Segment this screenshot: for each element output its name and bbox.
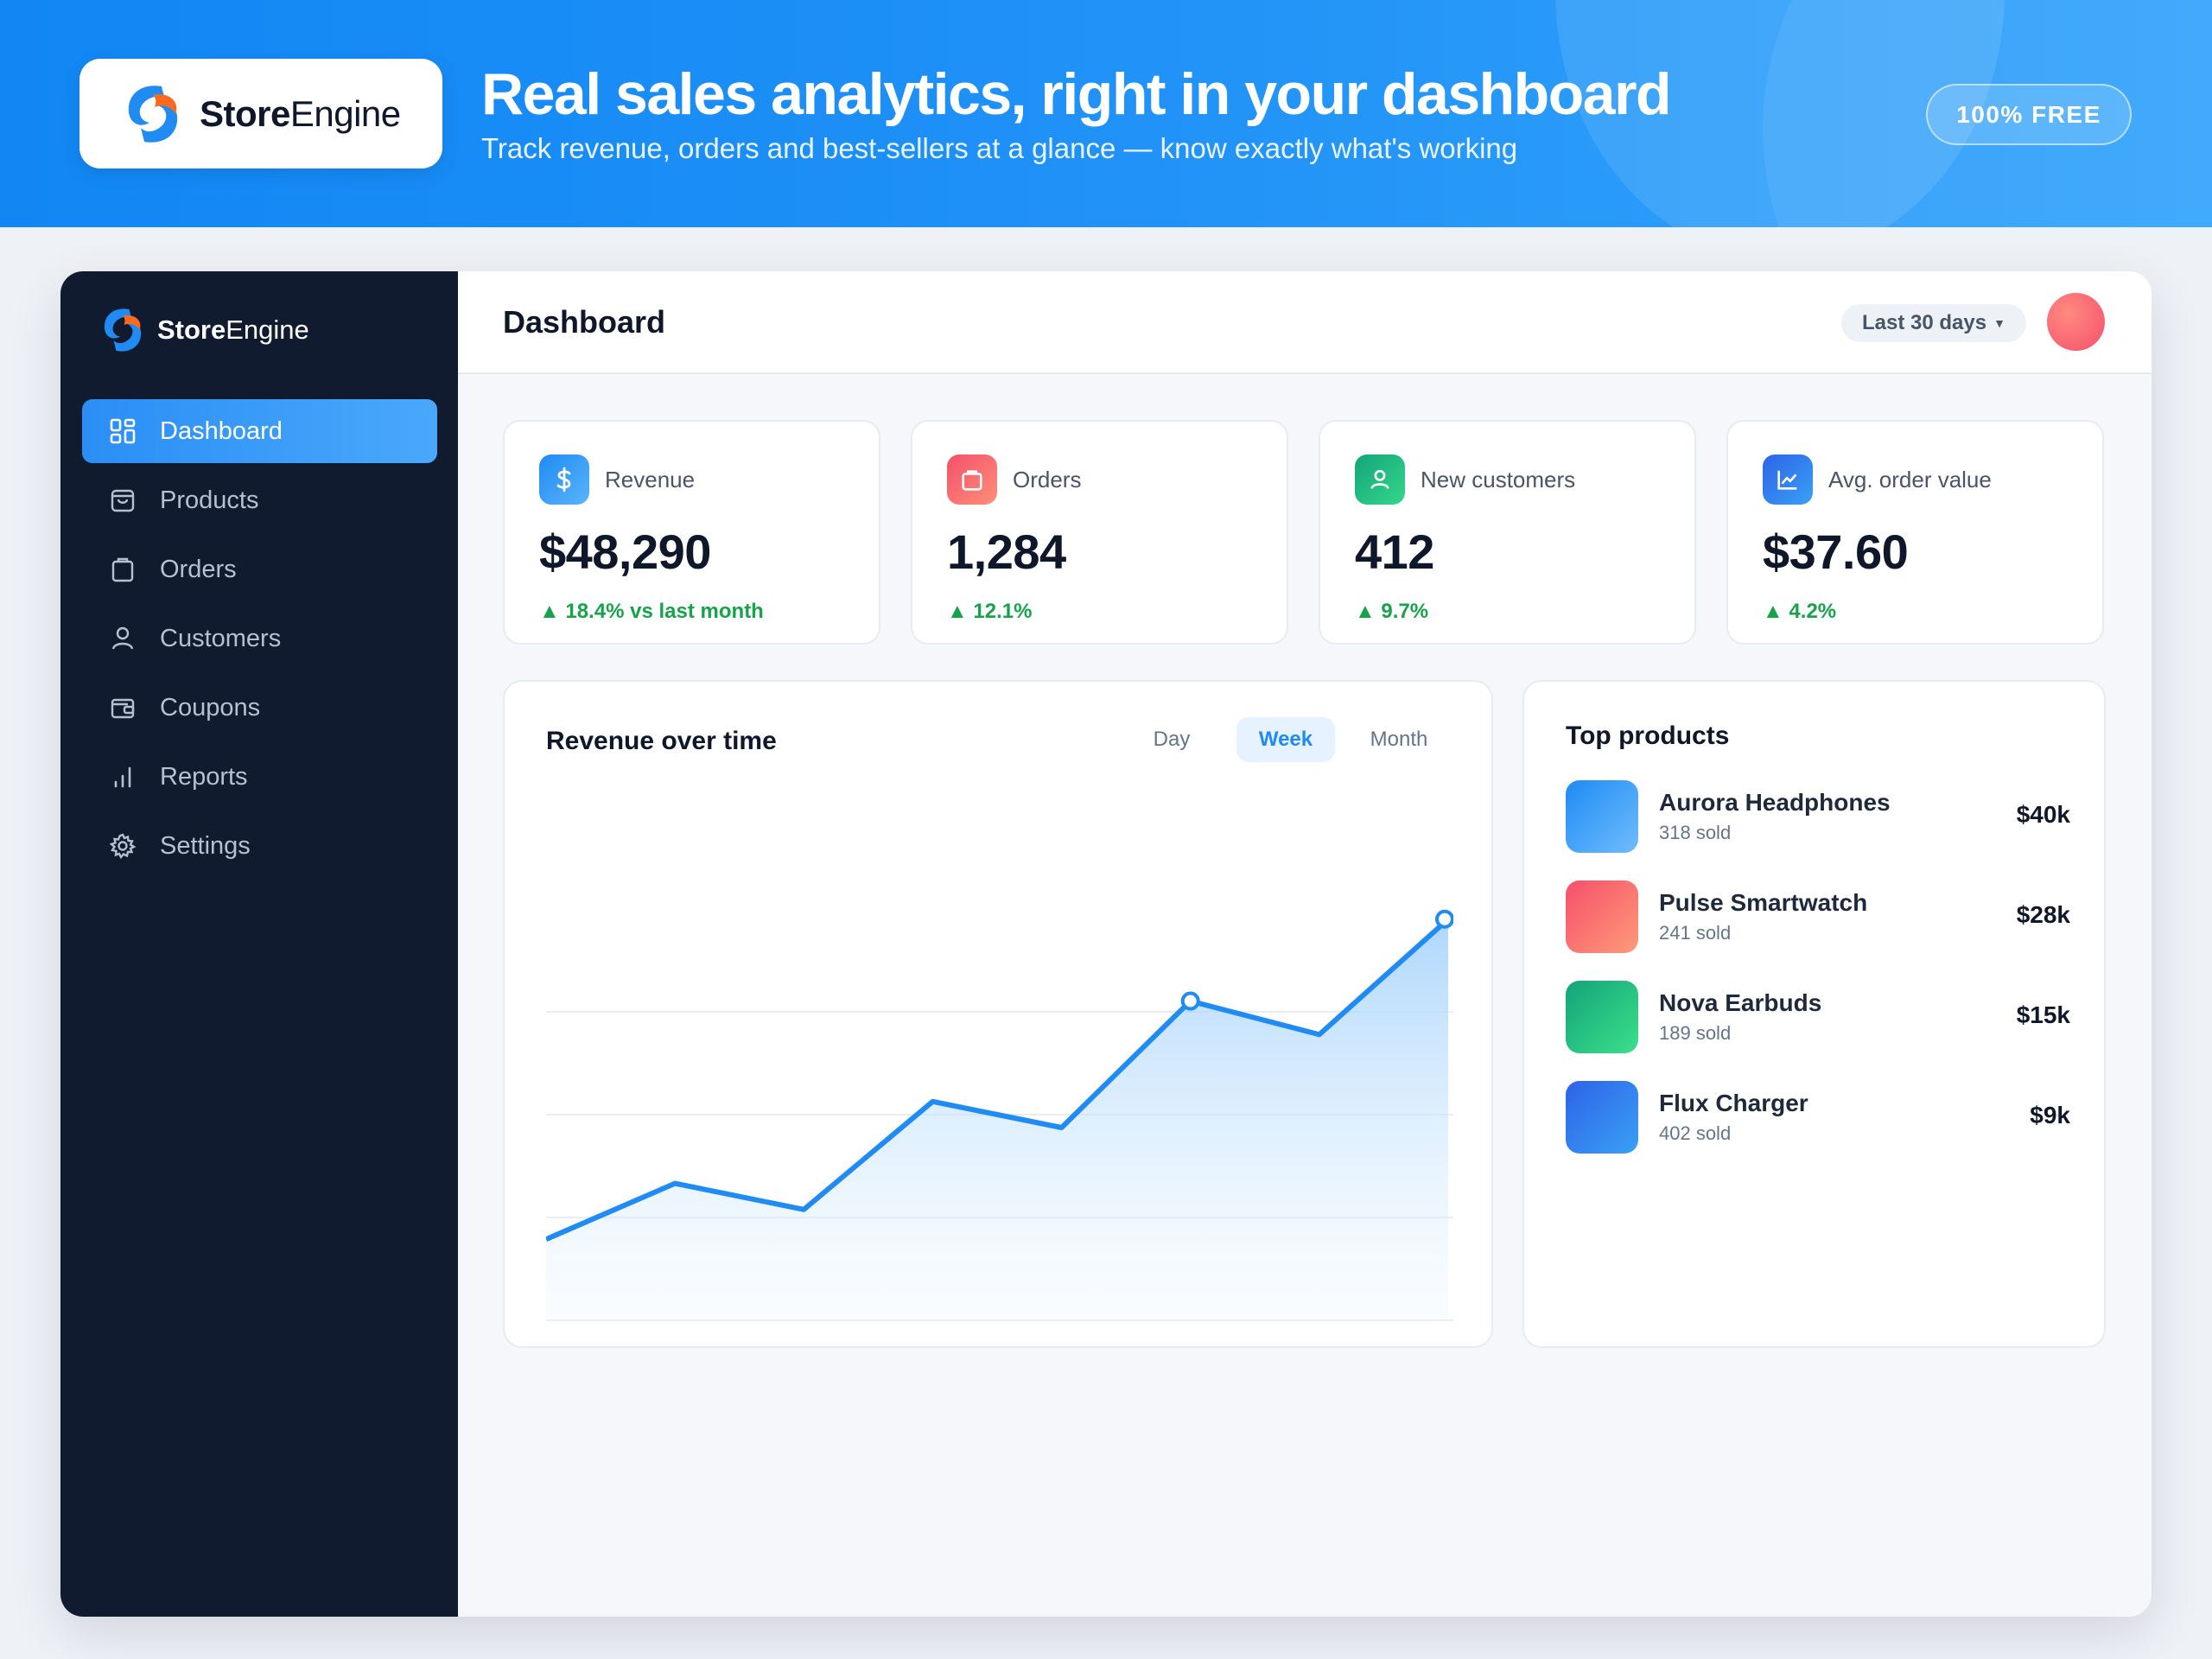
product-row[interactable]: Aurora Headphones 318 sold $40k	[1566, 780, 2070, 853]
date-range-dropdown[interactable]: Last 30 days ▼	[1841, 304, 2026, 342]
sidebar-item-orders[interactable]: Orders	[82, 537, 437, 601]
banner-subtitle: Track revenue, orders and best-sellers a…	[481, 132, 1518, 164]
user-avatar[interactable]	[2047, 293, 2105, 351]
stat-card-revenue: Revenue $48,290 ▲ 18.4% vs last month	[503, 420, 880, 645]
product-thumbnail	[1566, 780, 1638, 853]
grid-icon	[108, 416, 137, 446]
stat-label: Avg. order value	[1828, 467, 1992, 493]
sidebar-brand[interactable]: StoreEngine	[97, 304, 309, 356]
sidebar-item-settings[interactable]: Settings	[82, 814, 437, 878]
stat-delta: ▲ 18.4% vs last month	[539, 600, 764, 623]
product-units-sold: 318 sold	[1659, 822, 1732, 843]
product-row[interactable]: Nova Earbuds 189 sold $15k	[1566, 981, 2070, 1053]
up-arrow-icon: ▲	[539, 600, 566, 623]
stat-label: Revenue	[605, 467, 696, 493]
stat-delta: ▲ 9.7%	[1355, 600, 1429, 623]
stat-value: $48,290	[539, 524, 711, 579]
sidebar-item-label: Coupons	[160, 693, 261, 721]
product-revenue: $15k	[2016, 1001, 2070, 1028]
stat-value: $37.60	[1763, 524, 1909, 579]
top-products-card: Top products Aurora Headphones 318 sold $4…	[1522, 680, 2106, 1348]
sidebar-nav: Dashboard Products Orders Customers	[82, 399, 437, 883]
stat-delta: ▲ 12.1%	[947, 600, 1033, 623]
sidebar-item-label: Settings	[160, 831, 251, 860]
dashboard-app: StoreEngine Dashboard Products Orders	[60, 271, 2152, 1617]
date-range-label: Last 30 days	[1862, 311, 1987, 334]
top-bar: Dashboard Last 30 days ▼	[458, 271, 2152, 374]
product-thumbnail	[1566, 1081, 1638, 1154]
storeengine-logo-icon	[104, 308, 142, 352]
sidebar-item-label: Reports	[160, 762, 248, 791]
stat-delta: ▲ 4.2%	[1763, 600, 1837, 623]
chart-data-point[interactable]	[1180, 991, 1200, 1011]
page-title: Dashboard	[503, 304, 666, 340]
stat-label: New customers	[1421, 467, 1576, 493]
product-units-sold: 189 sold	[1659, 1022, 1732, 1044]
sidebar-item-reports[interactable]: Reports	[82, 745, 437, 809]
tab-week[interactable]: Week	[1236, 717, 1335, 762]
tab-month[interactable]: Month	[1370, 728, 1428, 751]
sidebar-brand-name: StoreEngine	[157, 315, 309, 345]
sidebar-item-label: Products	[160, 486, 259, 514]
user-icon	[1355, 454, 1405, 505]
up-arrow-icon: ▲	[1763, 600, 1789, 623]
stat-label: Orders	[1013, 467, 1082, 493]
sidebar-item-label: Customers	[160, 624, 282, 652]
sidebar-item-products[interactable]: Products	[82, 468, 437, 532]
sidebar-item-coupons[interactable]: Coupons	[82, 676, 437, 740]
promo-banner: StoreEngine Real sales analytics, right …	[0, 0, 2212, 227]
bag-icon	[947, 454, 997, 505]
product-row[interactable]: Flux Charger 402 sold $9k	[1566, 1081, 2070, 1154]
chart-title: Revenue over time	[546, 727, 777, 755]
banner-decoration	[1763, 0, 2212, 227]
product-name: Pulse Smartwatch	[1659, 889, 1868, 916]
product-revenue: $40k	[2016, 801, 2070, 828]
product-revenue: $9k	[2030, 1102, 2070, 1128]
bag-icon	[108, 486, 137, 515]
sidebar-item-dashboard[interactable]: Dashboard	[82, 399, 437, 463]
gear-icon	[108, 831, 137, 861]
brand-logo-card: StoreEngine	[79, 59, 442, 168]
product-units-sold: 241 sold	[1659, 922, 1732, 944]
chevron-down-icon: ▼	[1993, 316, 2005, 330]
stat-card-orders: Orders 1,284 ▲ 12.1%	[911, 420, 1288, 645]
sidebar: StoreEngine Dashboard Products Orders	[60, 271, 458, 1617]
brand-name: StoreEngine	[200, 92, 401, 134]
product-name: Aurora Headphones	[1659, 789, 1891, 816]
free-badge: 100% FREE	[1926, 84, 2132, 145]
stat-card-new-customers: New customers 412 ▲ 9.7%	[1319, 420, 1696, 645]
product-revenue: $28k	[2016, 901, 2070, 928]
revenue-area-chart	[546, 909, 1453, 1321]
product-name: Nova Earbuds	[1659, 989, 1822, 1016]
product-thumbnail	[1566, 981, 1638, 1053]
trend-icon	[1763, 454, 1813, 505]
clipboard-icon	[108, 555, 137, 584]
product-units-sold: 402 sold	[1659, 1122, 1732, 1144]
product-thumbnail	[1566, 880, 1638, 953]
chart-data-point[interactable]	[1435, 909, 1453, 929]
dollar-icon	[539, 454, 589, 505]
up-arrow-icon: ▲	[1355, 600, 1382, 623]
sidebar-item-label: Dashboard	[160, 416, 283, 445]
main-content: Dashboard Last 30 days ▼ Revenue $48,290…	[458, 271, 2152, 1617]
stat-value: 412	[1355, 524, 1434, 579]
stat-card-avg-order-value: Avg. order value $37.60 ▲ 4.2%	[1726, 420, 2104, 645]
product-row[interactable]: Pulse Smartwatch 241 sold $28k	[1566, 880, 2070, 953]
revenue-area	[546, 918, 1448, 1321]
revenue-line	[546, 917, 1451, 1242]
sidebar-item-customers[interactable]: Customers	[82, 607, 437, 671]
user-icon	[108, 624, 137, 653]
product-name: Flux Charger	[1659, 1090, 1808, 1116]
wallet-icon	[108, 693, 137, 722]
banner-title: Real sales analytics, right in your dash…	[481, 61, 1672, 127]
bar-chart-icon	[108, 762, 137, 791]
stat-value: 1,284	[947, 524, 1066, 579]
up-arrow-icon: ▲	[947, 600, 974, 623]
revenue-chart-card: Revenue over time Day Week Month	[503, 680, 1493, 1348]
sidebar-item-label: Orders	[160, 555, 237, 583]
top-products-title: Top products	[1566, 721, 1730, 750]
storeengine-logo-icon	[128, 85, 178, 143]
tab-day[interactable]: Day	[1153, 728, 1191, 751]
